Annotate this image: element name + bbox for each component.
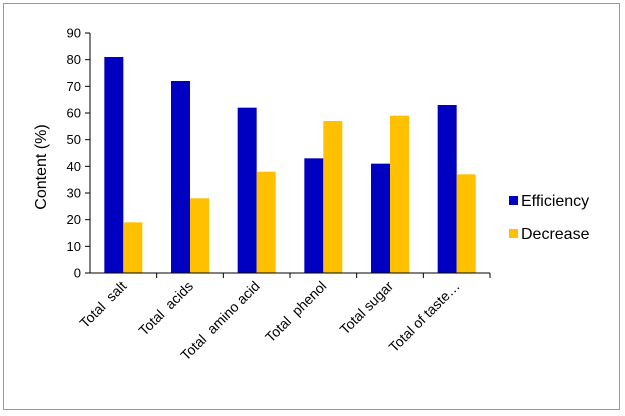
bar-decrease-5 [456,174,476,273]
legend: Efficiency Decrease [509,193,590,243]
bar-decrease-1 [190,198,209,273]
bar-efficiency-1 [171,81,190,273]
y-tick-label: 90 [67,26,81,41]
bar-decrease-0 [123,222,143,273]
y-tick-label: 0 [74,266,81,281]
x-category-label: Total of taste… [385,278,462,355]
y-tick-label: 10 [67,239,81,254]
bar-efficiency-2 [237,107,257,274]
bar-efficiency-3 [304,158,324,273]
bar-decrease-4 [390,115,409,274]
legend-label-decrease: Decrease [521,226,590,243]
bars [104,57,476,274]
y-tick-label: 30 [67,186,81,201]
y-tick-label: 60 [67,106,81,121]
legend-label-efficiency: Efficiency [521,193,589,210]
x-category-label: Total salt [76,278,129,331]
bar-efficiency-4 [371,163,390,273]
y-axis-ticks: 0 10 20 30 40 50 60 70 80 90 [67,26,90,281]
y-tick-label: 50 [67,132,81,147]
y-tick-label: 80 [67,52,81,67]
legend-swatch-decrease [509,229,518,238]
y-axis-title: Content (%) [33,124,50,209]
bar-efficiency-0 [104,57,124,273]
y-tick-label: 20 [67,212,81,227]
y-tick-label: 70 [67,79,81,94]
x-category-label: Total phenol [262,278,329,345]
y-tick-label: 40 [67,159,81,174]
legend-swatch-efficiency [509,196,518,205]
bar-efficiency-5 [437,105,457,273]
x-category-label: Total acids [135,278,196,339]
bar-decrease-3 [323,121,343,273]
x-category-label: Total sugar [336,278,396,338]
bar-decrease-2 [256,171,276,273]
